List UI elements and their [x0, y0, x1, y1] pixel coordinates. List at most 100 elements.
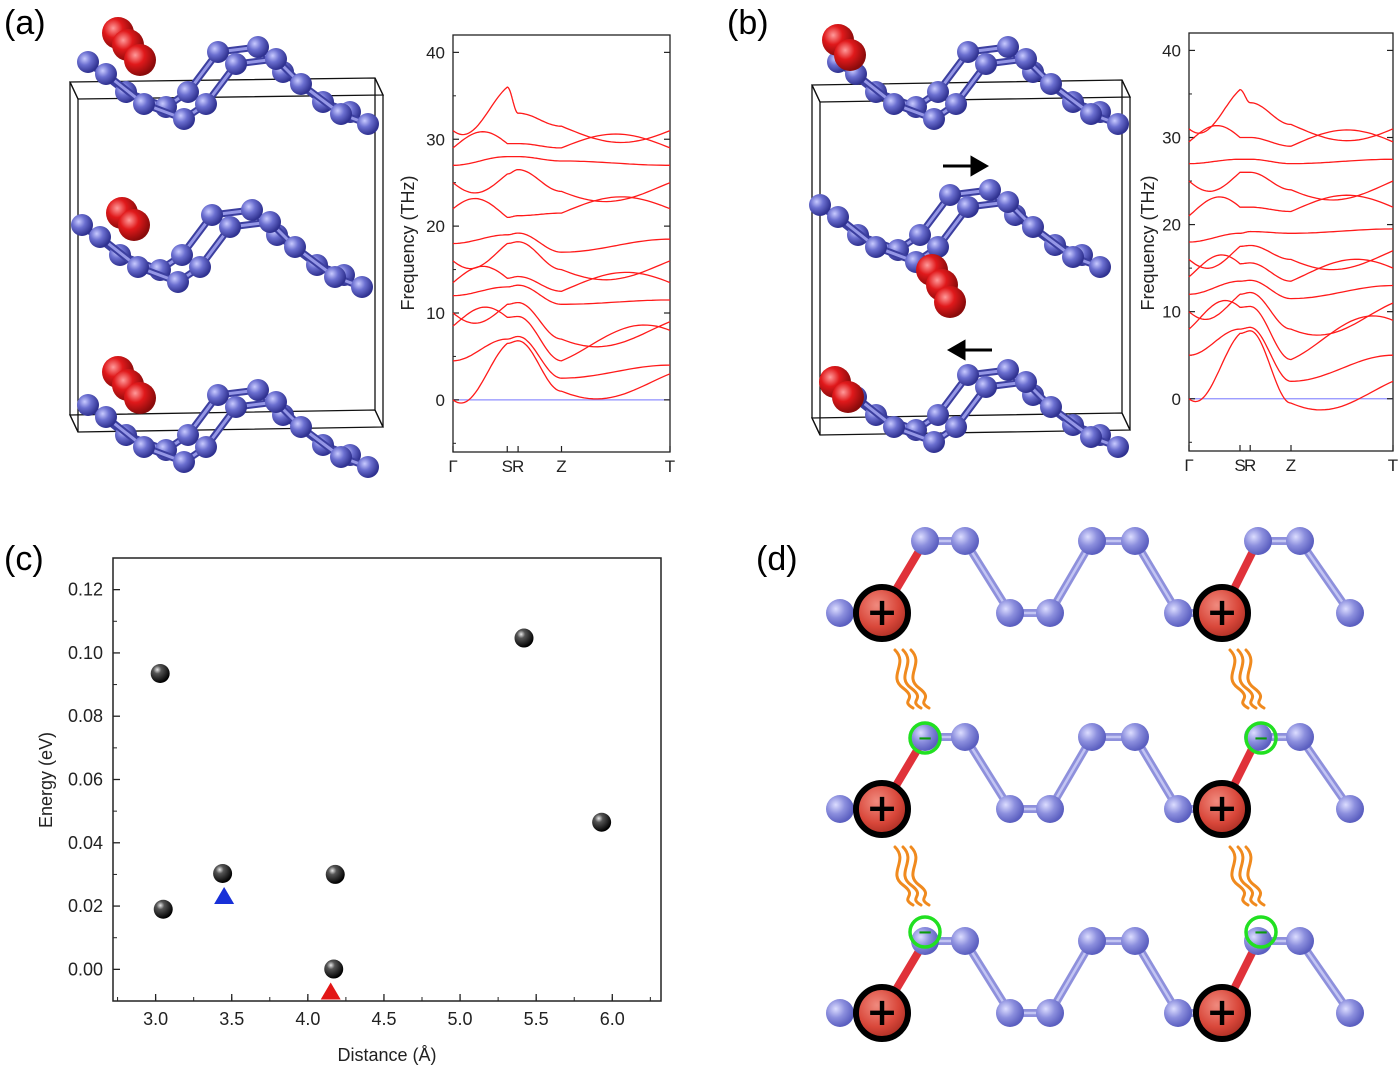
- spring-stroke: [893, 648, 915, 710]
- data-point-sphere: [150, 663, 170, 683]
- atom: [1164, 999, 1192, 1027]
- oxygen-cluster: [916, 254, 966, 318]
- panel-label-a: (a): [4, 4, 46, 42]
- phonon-ylabel-b: Frequency (THz): [1138, 175, 1158, 310]
- unit-cell-box-b: [810, 79, 1132, 436]
- atom: [1015, 48, 1037, 70]
- atom: [1121, 723, 1149, 751]
- phonon-band-a: [452, 340, 671, 404]
- negative-charge-sign: −: [1253, 922, 1268, 943]
- atom: [195, 436, 217, 458]
- negative-charge-ring: [908, 915, 942, 949]
- oxygen-cluster: [102, 17, 156, 76]
- atom: [241, 199, 263, 221]
- atom: [1089, 256, 1111, 278]
- negative-charge-ring: [908, 721, 942, 755]
- spring-stroke: [1244, 648, 1266, 710]
- crystal-structure-a: [68, 17, 385, 478]
- panel-label-d: (d): [756, 540, 798, 578]
- xtick-label-b: T: [1388, 456, 1398, 475]
- ytick-label-a: 0: [436, 391, 445, 410]
- atom: [1164, 795, 1192, 823]
- atom: [1107, 113, 1129, 135]
- data-point-sphere: [514, 628, 534, 648]
- atom: [1121, 527, 1149, 555]
- atom: [1040, 73, 1062, 95]
- oxygen-atom: [118, 209, 150, 241]
- atom: [95, 63, 117, 85]
- xtick-label: 4.0: [295, 1009, 320, 1029]
- atom: [996, 599, 1024, 627]
- scatter-xlabel: Distance (Å): [337, 1045, 436, 1065]
- atom: [189, 256, 211, 278]
- ytick-label-b: 40: [1162, 41, 1181, 60]
- atom: [330, 103, 352, 125]
- atom: [173, 108, 195, 130]
- spring-stroke: [1244, 845, 1266, 907]
- oxygen-atom: [934, 286, 966, 318]
- interaction-spring: [893, 648, 931, 710]
- phonon-band-b: [1188, 326, 1394, 382]
- atom: [975, 376, 997, 398]
- spring-stroke: [893, 845, 915, 907]
- interaction-spring: [1228, 845, 1266, 907]
- phonon-band-a: [452, 241, 671, 281]
- atom: [1286, 527, 1314, 555]
- xtick-label-b: Γ: [1184, 456, 1193, 475]
- atom: [207, 41, 229, 63]
- atom: [77, 51, 99, 73]
- atom: [927, 81, 949, 103]
- positive-charge-sign: +: [1206, 786, 1238, 830]
- atom: [290, 416, 312, 438]
- atom: [177, 424, 199, 446]
- negative-charge-sign: −: [1253, 728, 1268, 749]
- atom: [997, 191, 1019, 213]
- data-point-sphere: [324, 959, 344, 979]
- spring-stroke: [1228, 845, 1250, 907]
- atom: [911, 927, 939, 955]
- ytick-label-b: 0: [1172, 390, 1181, 409]
- charge-schematic: + ++ ++ +− −− −: [826, 527, 1364, 1042]
- spring-stroke: [1236, 648, 1258, 710]
- phonon-band-a: [453, 284, 670, 305]
- shift-arrow-left: [946, 339, 992, 361]
- positive-charge-sign: +: [866, 990, 898, 1034]
- xtick-label-a: S: [502, 457, 513, 476]
- atom: [133, 436, 155, 458]
- crystal-structure-b: [809, 24, 1132, 458]
- atom-chain-front: [827, 191, 1111, 278]
- atom: [927, 236, 949, 258]
- atom: [826, 599, 854, 627]
- atom: [883, 93, 905, 115]
- phonon-band-b: [1188, 171, 1394, 201]
- positive-charge-atom: [1193, 584, 1251, 642]
- spring-stroke: [909, 648, 931, 710]
- layer-b-top: [822, 24, 1129, 135]
- phonon-band-a: [453, 232, 670, 253]
- xtick-label-b: Z: [1286, 456, 1296, 475]
- atom: [225, 53, 247, 75]
- atom-row: + +: [826, 527, 1364, 642]
- atom: [939, 184, 961, 206]
- atom: [207, 384, 229, 406]
- layer-b-middle: [809, 179, 1111, 318]
- phonon-band-b: [1188, 244, 1394, 271]
- atom: [259, 211, 281, 233]
- layer-a-bottom: [77, 356, 379, 478]
- atom: [975, 53, 997, 75]
- phonon-band-b: [1188, 330, 1394, 411]
- atom-chain-front: [845, 48, 1129, 135]
- data-point-sphere: [592, 812, 612, 832]
- phonon-band-a: [452, 131, 671, 149]
- atom: [1015, 371, 1037, 393]
- atom: [909, 224, 931, 246]
- phonon-band-b: [1189, 158, 1393, 165]
- atom: [923, 108, 945, 130]
- scatter-ylabel: Energy (eV): [36, 732, 56, 828]
- xtick-label: 6.0: [600, 1009, 625, 1029]
- negative-charge-ring: [1244, 721, 1278, 755]
- atom: [1078, 527, 1106, 555]
- atom: [89, 226, 111, 248]
- atom: [351, 276, 373, 298]
